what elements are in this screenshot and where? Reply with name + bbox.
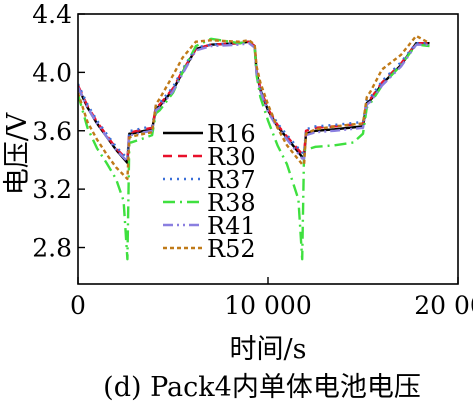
y-axis-title: 电压/V: [2, 112, 33, 195]
y-tick-label: 3.6: [32, 117, 72, 146]
series-line-r52: [78, 34, 431, 181]
legend-label-r37: R37: [207, 166, 256, 194]
legend-label-r52: R52: [207, 235, 256, 263]
y-tick-label: 4.4: [32, 0, 72, 29]
y-tick-label: 3.2: [32, 175, 72, 204]
y-tick-label: 4.0: [32, 58, 72, 87]
legend-label-r38: R38: [207, 189, 256, 217]
x-tick-label: 0: [70, 291, 86, 320]
series-line-r41: [78, 41, 430, 163]
legend-label-r16: R16: [207, 120, 256, 148]
series-line-r37: [78, 40, 430, 160]
x-tick-label: 20 000: [414, 291, 473, 320]
figure-caption: (d) Pack4内单体电池电压: [103, 372, 421, 403]
x-axis-title: 时间/s: [230, 334, 307, 365]
y-tick-label: 2.8: [32, 234, 72, 263]
legend-label-r41: R41: [207, 212, 256, 240]
legend-label-r30: R30: [207, 143, 256, 171]
x-tick-label: 10 000: [224, 291, 311, 320]
series-layer: [78, 34, 431, 261]
axis-layer: 0 10 000 20 000 2.8 3.2 3.6 4.0 4.4: [32, 0, 473, 320]
